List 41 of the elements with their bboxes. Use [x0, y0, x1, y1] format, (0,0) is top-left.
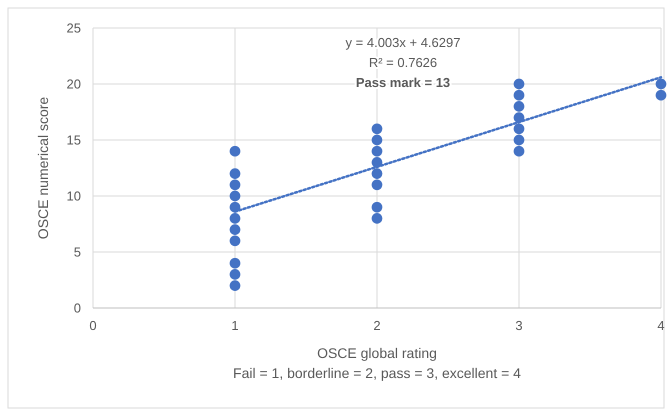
point: [656, 90, 666, 101]
x-tick-label: 4: [657, 318, 665, 333]
point: [372, 123, 382, 134]
point: [514, 123, 524, 134]
point: [372, 146, 382, 157]
x-tick-label: 2: [373, 318, 381, 333]
point: [372, 179, 382, 190]
point: [230, 235, 240, 246]
annotation: R² = 0.7626: [368, 55, 438, 70]
annotation: y = 4.003x + 4.6297: [346, 35, 460, 50]
point: [514, 78, 524, 90]
point: [656, 78, 666, 90]
point: [230, 190, 240, 202]
point: [514, 101, 524, 112]
point: [514, 134, 524, 146]
point: [230, 224, 240, 235]
point: [372, 168, 382, 179]
y-tick-label: 25: [66, 20, 81, 36]
x-tick-label: 1: [231, 318, 239, 333]
point: [372, 134, 382, 146]
point: [514, 90, 524, 101]
point: [230, 168, 240, 179]
point: [514, 146, 524, 157]
point: [372, 202, 382, 213]
annotation: Pass mark = 13: [356, 75, 450, 90]
y-tick-label: 20: [66, 76, 81, 92]
point: [230, 179, 240, 190]
point: [230, 280, 240, 291]
y-tick-label: 10: [66, 188, 81, 204]
x-tick-label: 3: [515, 318, 523, 333]
point: [372, 213, 382, 224]
x-tick-label: 0: [89, 318, 97, 333]
point: [230, 269, 240, 280]
y-tick-label: 5: [74, 244, 81, 260]
point: [230, 213, 240, 224]
y-axis-title: OSCE numerical score: [35, 96, 51, 240]
point: [230, 146, 240, 157]
y-tick-label: 15: [66, 132, 81, 148]
point: [230, 258, 240, 269]
x-axis-title: OSCE global rating Fail = 1, borderline = 2, pass = 3, excellent = 4: [233, 345, 522, 381]
y-tick-label: 0: [74, 300, 81, 316]
